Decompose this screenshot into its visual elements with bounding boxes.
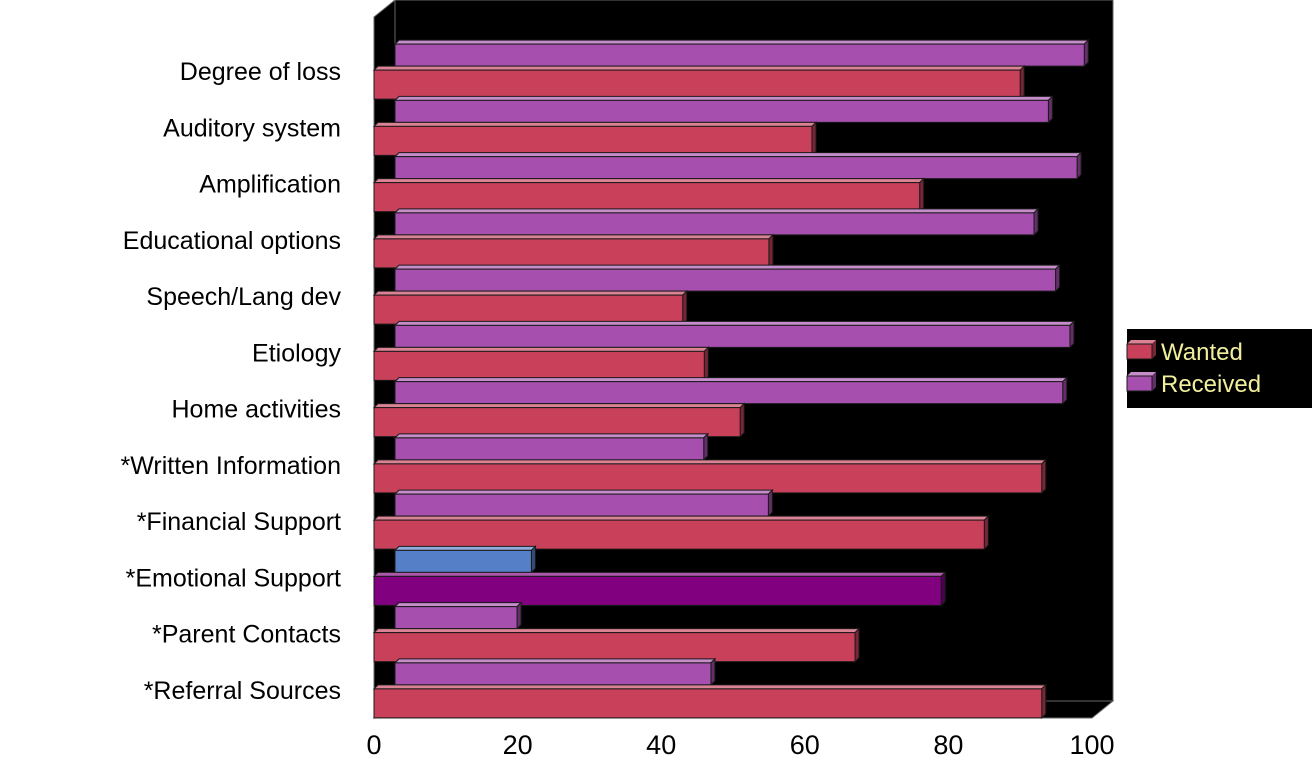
bar-wanted	[372, 402, 746, 438]
category-label: Etiology	[252, 339, 341, 367]
legend-label: Received	[1161, 371, 1261, 398]
category-label: Speech/Lang dev	[146, 283, 341, 311]
x-tick-label: 80	[933, 730, 963, 760]
category-label: *Emotional Support	[126, 564, 341, 592]
category-label: *Financial Support	[137, 508, 341, 536]
bar-wanted	[372, 64, 1026, 101]
x-tick-label: 40	[646, 730, 676, 760]
category-label: Auditory system	[163, 114, 341, 142]
bar-wanted	[372, 346, 710, 382]
x-axis: 0 20 40 60 80 100	[366, 730, 1114, 760]
bar-received	[393, 376, 1068, 405]
x-tick-label: 0	[366, 730, 381, 760]
bar-wanted	[372, 233, 775, 270]
bar-wanted	[372, 458, 1047, 495]
legend: Wanted Received	[1126, 329, 1312, 408]
bar-wanted	[372, 514, 990, 551]
bar-received	[393, 432, 709, 462]
bar-wanted	[372, 627, 861, 663]
bar-received	[393, 320, 1076, 349]
bar-received	[393, 488, 774, 518]
category-label: Amplification	[199, 171, 341, 199]
category-label: *Written Information	[121, 452, 341, 480]
bar-received	[393, 545, 537, 574]
bar-wanted	[372, 683, 1047, 720]
bar-wanted	[372, 121, 818, 157]
bar-wanted	[372, 289, 688, 326]
bar-wanted	[372, 571, 947, 607]
bar-wanted	[372, 177, 925, 213]
bar-received	[393, 657, 717, 687]
bar-received	[393, 601, 523, 630]
category-label: Degree of loss	[180, 58, 341, 86]
category-label: Home activities	[172, 396, 342, 424]
bar-received	[393, 38, 1090, 68]
legend-swatch	[1126, 372, 1156, 392]
category-label: Educational options	[123, 227, 341, 255]
legend-box	[1127, 329, 1312, 408]
bar-received	[393, 207, 1040, 237]
category-labels: Degree of loss Auditory system Amplificati…	[121, 58, 342, 705]
bars	[372, 38, 1090, 720]
bar-received	[393, 95, 1054, 124]
legend-label: Wanted	[1161, 339, 1243, 366]
x-tick-label: 20	[503, 730, 533, 760]
bar-received	[393, 263, 1061, 293]
legend-swatch	[1126, 340, 1156, 360]
x-tick-label: 100	[1069, 730, 1114, 760]
bar-received	[393, 151, 1083, 180]
x-tick-label: 60	[790, 730, 820, 760]
category-label: *Parent Contacts	[152, 621, 341, 649]
category-label: *Referral Sources	[144, 677, 341, 705]
